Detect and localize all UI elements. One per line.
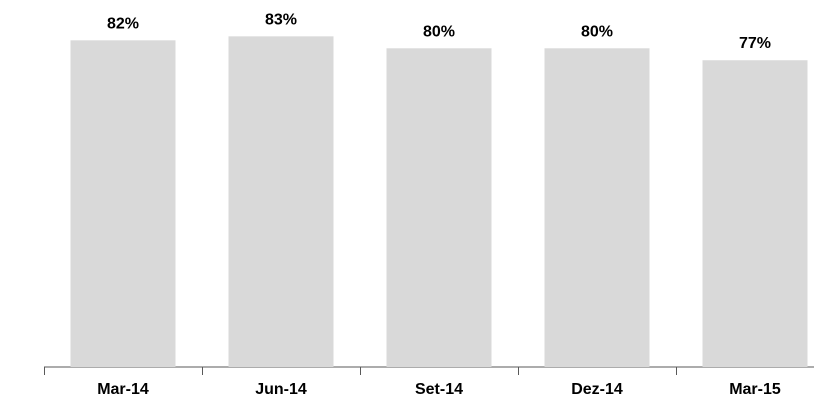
x-axis-ticks — [44, 367, 677, 375]
data-label-mar-14: 82% — [107, 15, 139, 32]
category-label-dez-14: Dez-14 — [571, 381, 623, 398]
data-labels: 82% 83% 80% 80% 77% — [107, 11, 771, 52]
bar-set-14 — [386, 48, 492, 367]
bar-dez-14 — [544, 48, 650, 367]
category-label-jun-14: Jun-14 — [255, 381, 307, 398]
category-label-set-14: Set-14 — [415, 381, 463, 398]
bar-mar-15 — [702, 60, 808, 368]
data-label-jun-14: 83% — [265, 11, 297, 28]
bars — [70, 36, 808, 368]
data-label-mar-15: 77% — [739, 35, 771, 52]
category-label-mar-15: Mar-15 — [729, 381, 781, 398]
bar-mar-14 — [70, 40, 176, 367]
category-labels: Mar-14 Jun-14 Set-14 Dez-14 Mar-15 — [97, 381, 781, 398]
bar-jun-14 — [228, 36, 334, 367]
category-label-mar-14: Mar-14 — [97, 381, 149, 398]
data-label-dez-14: 80% — [581, 23, 613, 40]
data-label-set-14: 80% — [423, 23, 455, 40]
